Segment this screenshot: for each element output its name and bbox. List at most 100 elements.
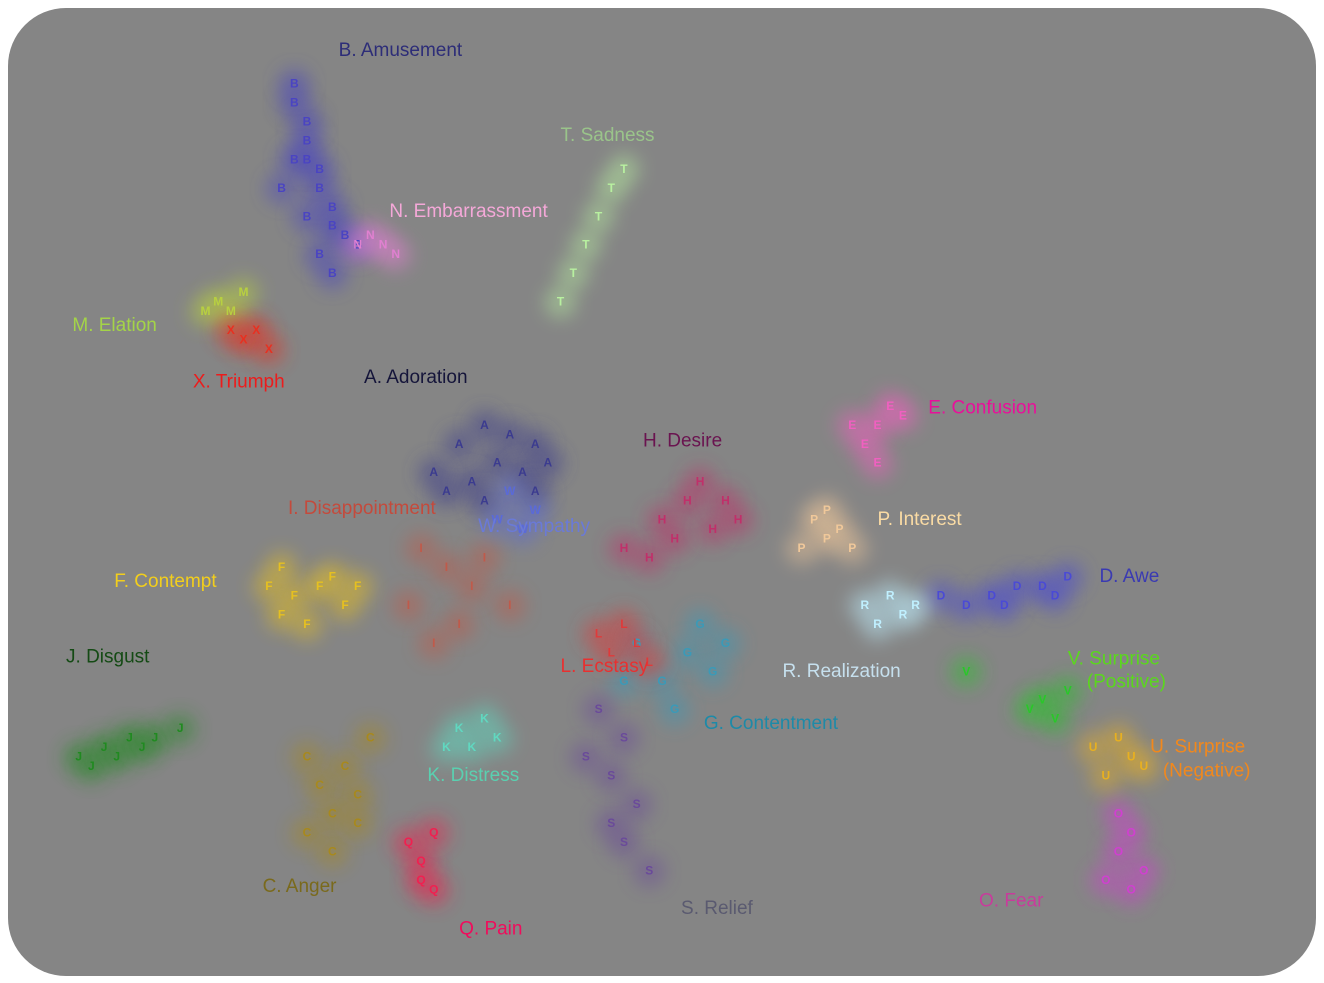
- glow-C-3: [329, 750, 361, 783]
- point-B-15: B: [290, 152, 299, 166]
- glow-F-7: [341, 570, 374, 603]
- cluster-label-7: H. Desire: [643, 430, 722, 451]
- glow-I-6: [417, 627, 450, 660]
- glow-I-7: [493, 589, 526, 622]
- glow-F-8: [265, 551, 298, 584]
- point-R-4: R: [861, 598, 870, 612]
- point-C-5: C: [303, 750, 312, 764]
- point-J-4: J: [177, 721, 184, 735]
- glow-K-3: [430, 731, 463, 764]
- point-F-3: F: [316, 579, 323, 593]
- point-E-2: E: [861, 437, 869, 451]
- glow-D-7: [924, 580, 957, 613]
- point-W-1: W: [530, 503, 542, 517]
- point-L-3: L: [646, 655, 653, 669]
- point-A-0: A: [480, 418, 489, 432]
- glow-A-1: [493, 419, 526, 452]
- cluster-label-15: V. Surprise: [1068, 649, 1160, 670]
- point-J-1: J: [101, 740, 108, 754]
- point-A-2: A: [531, 437, 540, 451]
- point-B-8: B: [328, 219, 337, 233]
- point-Q-2: Q: [404, 835, 413, 849]
- glow-V-2: [1013, 694, 1046, 727]
- point-D-5: D: [1051, 588, 1060, 602]
- cluster-label-20: (Negative): [1163, 760, 1251, 781]
- point-U-0: U: [1114, 731, 1123, 745]
- cluster-label-18: G. Contentment: [704, 713, 839, 734]
- glow-A-10: [417, 457, 450, 490]
- glow-A-4: [481, 447, 514, 480]
- point-F-2: F: [278, 607, 285, 621]
- cluster-label-23: O. Fear: [979, 890, 1044, 911]
- glow-U-2: [1089, 760, 1122, 793]
- glow-J-4: [164, 713, 197, 745]
- point-I-3: I: [407, 598, 410, 612]
- glow-I-5: [468, 542, 501, 575]
- point-G-6: G: [721, 636, 730, 650]
- point-O-0: O: [1126, 882, 1135, 896]
- point-N-0: N: [366, 228, 375, 242]
- point-M-1: M: [226, 304, 236, 318]
- point-I-1: I: [445, 560, 448, 574]
- glow-N-3: [341, 229, 374, 262]
- glow-C-6: [354, 722, 387, 755]
- glow-G-7: [684, 608, 717, 641]
- point-A-10: A: [429, 465, 438, 479]
- point-P-5: P: [823, 503, 831, 517]
- cluster-label-10: P. Interest: [878, 509, 963, 530]
- glow-T-4: [557, 257, 590, 290]
- glow-E-3: [861, 447, 894, 480]
- point-E-4: E: [899, 408, 907, 422]
- point-P-2: P: [836, 522, 844, 536]
- point-B-3: B: [303, 133, 312, 147]
- point-O-1: O: [1139, 863, 1148, 877]
- glow-Q-2: [392, 826, 425, 859]
- point-G-2: G: [657, 674, 666, 688]
- point-V-4: V: [1064, 683, 1072, 697]
- glow-G-4: [658, 694, 691, 727]
- point-V-2: V: [1026, 702, 1034, 716]
- point-G-4: G: [670, 702, 679, 716]
- point-C-1: C: [328, 806, 337, 820]
- cluster-label-2: N. Embarrassment: [389, 201, 548, 222]
- point-V-3: V: [962, 664, 970, 678]
- glow-L-3: [633, 646, 666, 679]
- point-R-0: R: [886, 588, 895, 602]
- point-S-3: S: [633, 797, 641, 811]
- point-M-0: M: [213, 295, 223, 309]
- glow-B-11: [290, 201, 323, 234]
- point-J-6: J: [113, 750, 120, 764]
- glow-H-5: [696, 513, 729, 546]
- glow-J-7: [126, 731, 159, 764]
- glow-C-8: [341, 807, 374, 840]
- glow-C-1: [316, 798, 349, 831]
- point-B-4: B: [303, 152, 312, 166]
- glow-G-0: [671, 637, 704, 670]
- point-F-0: F: [265, 579, 272, 593]
- point-X-0: X: [240, 332, 248, 346]
- point-H-0: H: [696, 475, 705, 489]
- point-I-7: I: [508, 598, 511, 612]
- glow-S-6: [595, 807, 628, 840]
- point-G-7: G: [695, 617, 704, 631]
- glow-P-3: [785, 532, 818, 565]
- point-E-5: E: [848, 418, 856, 432]
- point-A-11: A: [531, 484, 540, 498]
- glow-X-3: [214, 314, 247, 347]
- point-F-8: F: [278, 560, 285, 574]
- point-U-2: U: [1101, 769, 1110, 783]
- cluster-label-24: S. Relief: [681, 898, 754, 919]
- point-N-2: N: [391, 247, 400, 261]
- glow-V-1: [1039, 703, 1072, 736]
- cluster-label-0: B. Amusement: [339, 40, 463, 61]
- point-A-4: A: [493, 456, 502, 470]
- point-S-0: S: [595, 702, 603, 716]
- point-R-3: R: [911, 598, 920, 612]
- point-D-7: D: [937, 588, 946, 602]
- point-Q-4: Q: [416, 873, 425, 887]
- glow-F-2: [265, 599, 298, 632]
- point-E-3: E: [874, 456, 882, 470]
- point-B-5: B: [315, 162, 324, 176]
- point-S-7: S: [582, 750, 590, 764]
- cluster-label-1: T. Sadness: [561, 125, 655, 146]
